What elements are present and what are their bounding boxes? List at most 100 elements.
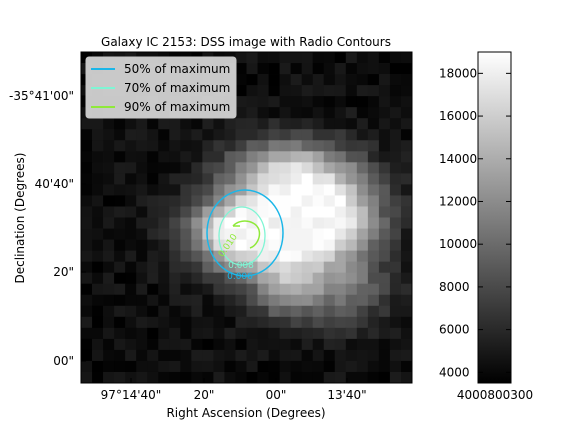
image-pixel <box>301 283 314 296</box>
image-pixel <box>92 272 104 285</box>
image-pixel <box>334 349 347 362</box>
image-pixel <box>257 261 269 274</box>
image-pixel <box>103 294 115 307</box>
image-pixel <box>356 316 369 329</box>
image-pixel <box>268 151 280 163</box>
image-pixel <box>114 140 126 152</box>
image-pixel <box>125 294 137 307</box>
image-pixel <box>323 349 336 362</box>
x-tick-label: 13'40" <box>327 388 366 402</box>
image-pixel <box>356 250 369 263</box>
image-pixel <box>312 195 325 207</box>
image-pixel <box>246 162 258 174</box>
image-pixel <box>136 118 148 130</box>
image-pixel <box>356 195 369 207</box>
image-pixel <box>158 272 170 285</box>
image-pixel <box>367 294 380 307</box>
image-pixel <box>400 360 413 373</box>
image-pixel <box>356 338 369 351</box>
image-pixel <box>235 217 247 229</box>
colorbar-tick-label: 14000 <box>439 152 477 166</box>
image-pixel <box>345 349 358 362</box>
image-pixel <box>235 129 247 141</box>
image-pixel <box>147 261 159 274</box>
legend: 50% of maximum 70% of maximum 90% of max… <box>85 56 237 119</box>
image-pixel <box>356 305 369 318</box>
image-pixel <box>301 261 314 274</box>
image-pixel <box>114 272 126 285</box>
image-pixel <box>334 96 347 108</box>
image-pixel <box>290 74 303 86</box>
image-pixel <box>367 140 380 152</box>
image-pixel <box>147 118 159 130</box>
image-pixel <box>180 305 192 318</box>
image-pixel <box>246 250 258 263</box>
contour-label-006: 0.006 <box>227 272 253 282</box>
image-pixel <box>147 151 159 163</box>
image-pixel <box>279 283 292 296</box>
image-pixel <box>345 272 358 285</box>
image-pixel <box>279 52 292 64</box>
image-pixel <box>169 184 181 196</box>
image-pixel <box>389 107 402 119</box>
image-pixel <box>103 371 115 384</box>
image-pixel <box>367 206 380 218</box>
image-pixel <box>367 371 380 384</box>
image-pixel <box>213 151 225 163</box>
image-pixel <box>345 206 358 218</box>
image-pixel <box>345 283 358 296</box>
image-pixel <box>191 129 203 141</box>
image-pixel <box>378 327 391 340</box>
image-pixel <box>224 371 236 384</box>
image-pixel <box>224 129 236 141</box>
image-pixel <box>290 305 303 318</box>
image-pixel <box>290 217 303 229</box>
image-pixel <box>213 261 225 274</box>
image-pixel <box>257 283 269 296</box>
image-pixel <box>257 338 269 351</box>
image-pixel <box>268 63 280 75</box>
image-pixel <box>312 360 325 373</box>
image-pixel <box>367 151 380 163</box>
image-pixel <box>92 184 104 196</box>
image-pixel <box>389 283 402 296</box>
image-pixel <box>290 184 303 196</box>
legend-box <box>85 56 237 119</box>
image-pixel <box>81 371 93 384</box>
image-pixel <box>114 327 126 340</box>
image-pixel <box>169 173 181 185</box>
image-pixel <box>147 195 159 207</box>
image-pixel <box>246 74 258 86</box>
image-pixel <box>323 294 336 307</box>
image-pixel <box>367 360 380 373</box>
image-pixel <box>180 151 192 163</box>
image-pixel <box>125 140 137 152</box>
image-pixel <box>114 294 126 307</box>
image-pixel <box>378 283 391 296</box>
image-pixel <box>158 305 170 318</box>
image-pixel <box>169 195 181 207</box>
image-pixel <box>290 327 303 340</box>
image-pixel <box>312 305 325 318</box>
image-pixel <box>345 140 358 152</box>
image-pixel <box>246 85 258 97</box>
image-pixel <box>191 305 203 318</box>
image-pixel <box>136 151 148 163</box>
image-pixel <box>257 228 269 240</box>
image-pixel <box>213 305 225 318</box>
image-pixel <box>400 261 413 274</box>
image-pixel <box>400 327 413 340</box>
image-pixel <box>356 360 369 373</box>
image-pixel <box>268 52 280 64</box>
image-pixel <box>389 338 402 351</box>
image-pixel <box>180 239 192 251</box>
image-pixel <box>158 283 170 296</box>
image-pixel <box>81 294 93 307</box>
image-pixel <box>191 371 203 384</box>
image-pixel <box>180 294 192 307</box>
image-pixel <box>268 316 280 329</box>
image-pixel <box>268 107 280 119</box>
image-pixel <box>323 239 336 251</box>
image-pixel <box>202 151 214 163</box>
image-pixel <box>345 118 358 130</box>
